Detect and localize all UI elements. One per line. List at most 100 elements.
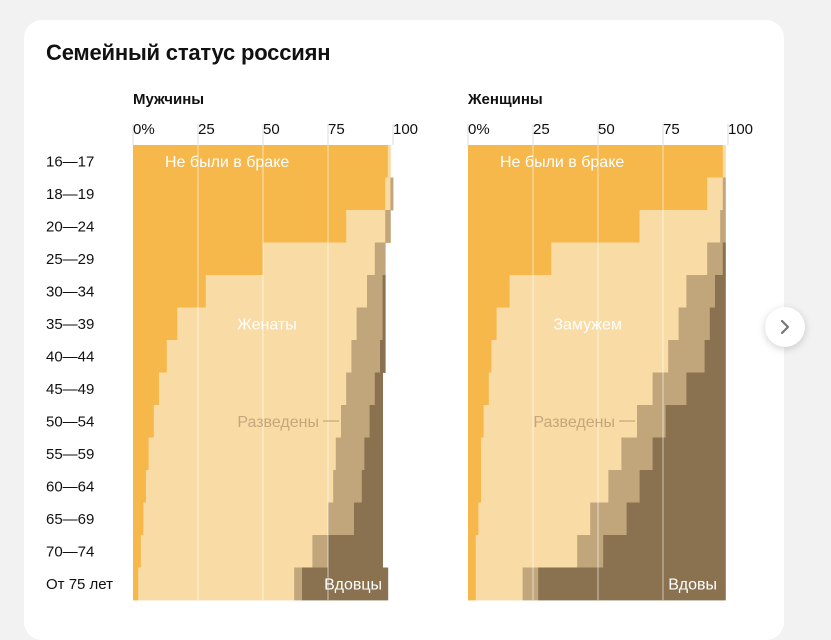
bar-segment — [468, 535, 477, 568]
bar-segment — [374, 242, 386, 276]
bar-segment — [351, 340, 381, 373]
tick-label: 0% — [133, 121, 155, 138]
annotation-never-married: Не были в браке — [500, 154, 624, 171]
chevron-right-icon — [780, 319, 790, 335]
bar-segment — [148, 437, 337, 471]
bar-segment — [668, 340, 705, 373]
bar-segment — [468, 502, 479, 536]
bar-segment — [346, 372, 376, 406]
bar-segment — [522, 567, 539, 601]
bar-segment — [468, 340, 492, 373]
bar-segment — [133, 372, 160, 406]
bar-segment — [652, 437, 726, 471]
bar-segment — [707, 242, 724, 276]
bar-segment — [722, 242, 726, 276]
annotation-divorced: Разведены — [533, 414, 615, 431]
category-label: 40—44 — [46, 348, 94, 365]
annotation-never-married: Не были в браке — [165, 154, 289, 171]
bar-segment — [491, 340, 669, 373]
bar-segment — [133, 535, 142, 568]
bar-segment — [722, 177, 726, 211]
bar-segment — [385, 210, 391, 243]
bar-segment — [678, 307, 711, 341]
category-label: 16—17 — [46, 153, 94, 170]
bar-segment — [312, 535, 329, 568]
bar-segment — [483, 405, 638, 438]
bar-segment — [577, 535, 604, 568]
panel-title: Женщины — [467, 91, 543, 108]
annotation-divorced: Разведены — [237, 414, 319, 431]
bar-segment — [302, 567, 389, 601]
bar-segment — [177, 307, 357, 341]
category-label: 60—64 — [46, 478, 94, 495]
bar-segment — [341, 405, 370, 438]
category-label: 20—24 — [46, 218, 94, 235]
bar-segment — [686, 275, 716, 308]
bar-segment — [385, 177, 391, 211]
bar-segment — [468, 275, 510, 308]
bar-segment — [140, 535, 313, 568]
bar-segment — [637, 405, 666, 438]
bar-segment — [639, 470, 726, 503]
category-label: 35—39 — [46, 316, 94, 333]
tick-label: 100 — [393, 121, 418, 138]
bar-segment — [468, 470, 482, 503]
bar-segment — [374, 372, 383, 406]
bar-segment — [346, 210, 386, 243]
bar-segment — [133, 145, 389, 178]
bar-segment — [133, 437, 149, 471]
bar-segment — [468, 567, 477, 601]
stacked-bar-chart: Мужчины 0% 25 50 75 100 16—17 18—19 20—24 25—29 30… — [46, 91, 753, 601]
bar-segment — [652, 372, 687, 406]
bar-segment — [639, 210, 721, 243]
bar-segment — [133, 275, 207, 308]
bar-segment — [382, 275, 386, 308]
bar-segment — [133, 307, 178, 341]
bar-segment — [468, 405, 484, 438]
tick-label: 50 — [263, 121, 280, 138]
bar-segment — [146, 470, 334, 503]
bar-segment — [166, 340, 352, 373]
bar-segment — [328, 502, 355, 536]
bar-segment — [354, 502, 383, 536]
annotation-widowed: Вдовы — [668, 577, 717, 594]
bar-segment — [361, 470, 383, 503]
annotation-widowed: Вдовцы — [324, 577, 382, 594]
next-slide-button[interactable] — [765, 307, 805, 347]
bar-segment — [380, 340, 386, 373]
bar-segment — [715, 275, 726, 308]
bar-segment — [686, 372, 726, 406]
annotation-married: Замужем — [553, 317, 622, 334]
category-label: 65—69 — [46, 511, 94, 528]
tick-label: 100 — [728, 121, 753, 138]
bar-segment — [704, 340, 726, 373]
bar-segment — [478, 502, 591, 536]
bar-segment — [626, 502, 726, 536]
bar-segment — [333, 470, 363, 503]
page-title: Семейный статус россиян — [46, 40, 331, 65]
bar-segment — [468, 177, 708, 211]
bar-segment — [722, 145, 726, 178]
bar-segment — [468, 242, 552, 276]
category-label: 70—74 — [46, 543, 94, 560]
category-label: От 75 лет — [46, 576, 113, 593]
bar-segment — [720, 210, 726, 243]
bar-segment — [590, 502, 627, 536]
bar-segment — [133, 470, 147, 503]
bar-segment — [364, 437, 383, 471]
bar-segment — [608, 470, 640, 503]
bar-segment — [468, 437, 482, 471]
bar-segment — [481, 437, 622, 471]
category-label: 18—19 — [46, 186, 94, 203]
bar-segment — [133, 177, 386, 211]
annotation-married: Женаты — [237, 317, 297, 334]
bar-segment — [390, 177, 394, 211]
bar-segment — [475, 567, 523, 601]
tick-label: 0% — [468, 121, 490, 138]
bar-segment — [468, 372, 490, 406]
bar-segment — [488, 372, 653, 406]
bar-segment — [475, 535, 578, 568]
tick-label: 50 — [598, 121, 615, 138]
tick-label: 75 — [663, 121, 680, 138]
tick-label: 25 — [198, 121, 215, 138]
